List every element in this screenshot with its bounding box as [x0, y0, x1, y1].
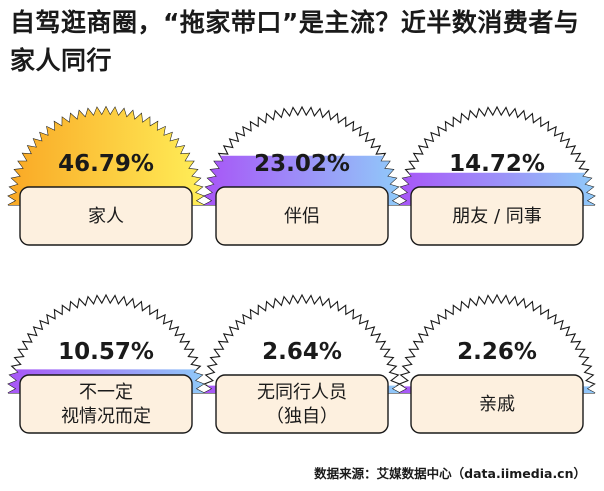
category-group: 14.72% 朋友 / 同事: [398, 105, 596, 246]
category-group: 2.26% 亲戚: [398, 293, 596, 434]
category-group: 23.02% 伴侣: [203, 105, 401, 246]
category-label: 家人: [88, 206, 124, 227]
category-box: [215, 374, 389, 434]
category-box: [410, 374, 584, 434]
category-box: [19, 374, 193, 434]
category-box: [19, 186, 193, 246]
value-label: 14.72%: [449, 151, 545, 177]
category-label: 无同行人员（独自）: [257, 382, 347, 427]
category-box: [410, 186, 584, 246]
category-label: 不一定视情况而定: [61, 382, 151, 427]
category-group: 10.57% 不一定视情况而定: [7, 293, 205, 434]
value-label: 46.79%: [58, 151, 154, 177]
value-label: 2.26%: [457, 339, 537, 365]
value-fill: [8, 107, 204, 205]
category-group: 46.79% 家人: [7, 105, 205, 246]
source-note: 数据来源：艾媒数据中心（data.iimedia.cn）: [314, 466, 586, 481]
category-label: 朋友 / 同事: [452, 206, 542, 227]
category-label: 亲戚: [479, 394, 515, 415]
starburst-outline: [7, 293, 205, 394]
category-label: 伴侣: [284, 206, 320, 227]
value-label: 10.57%: [58, 339, 154, 365]
value-label: 2.64%: [262, 339, 342, 365]
value-label: 23.02%: [254, 151, 350, 177]
starburst-outline: [203, 293, 401, 394]
starburst-outline: [398, 293, 596, 394]
category-box: [215, 186, 389, 246]
category-group: 2.64% 无同行人员（独自）: [203, 293, 401, 434]
chart-title: 自驾逛商圈，“拖家带口”是主流？近半数消费者与家人同行: [10, 8, 580, 75]
